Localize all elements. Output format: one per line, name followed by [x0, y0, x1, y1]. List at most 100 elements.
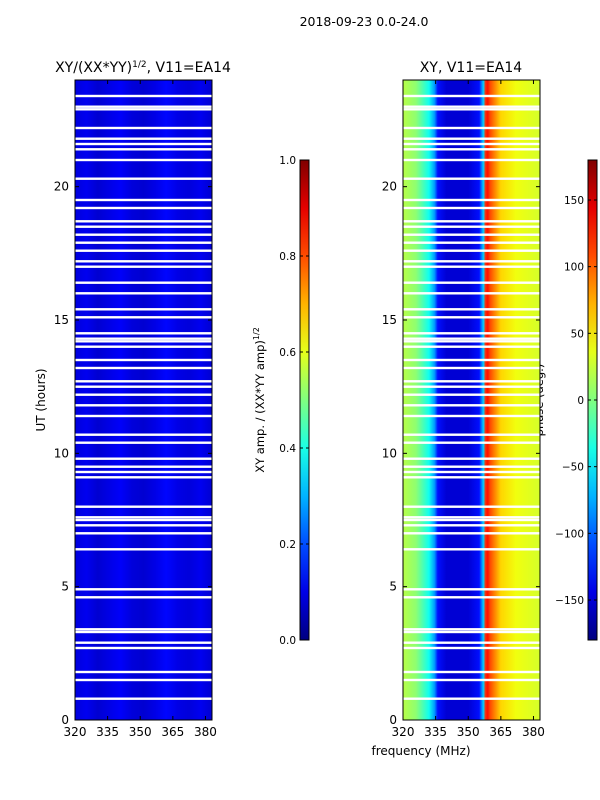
phase-panel-flagged-row: [403, 337, 540, 340]
amp-panel-ytick-label: 5: [61, 580, 69, 594]
phase-panel-flagged-row: [403, 548, 540, 551]
amp-panel-flagged-row: [75, 108, 212, 111]
phase-panel-flagged-row: [403, 414, 540, 418]
amp-colorbar-bar: [299, 159, 310, 641]
amp-panel-flagged-row: [75, 628, 212, 631]
phase-colorbar-tick-label: 0: [577, 395, 584, 407]
phase-panel-flagged-row: [403, 457, 540, 460]
phase-panel-flagged-row: [403, 646, 540, 650]
amp-panel-flagged-row: [75, 646, 212, 650]
phase-panel-flagged-row: [403, 332, 540, 335]
cb-amp-label-sup: 1/2: [252, 327, 261, 340]
amp-colorbar-tick-label: 0.2: [279, 539, 296, 551]
phase-panel-flagged-row: [403, 385, 540, 388]
phase-colorbar-tick-label: −150: [555, 595, 584, 607]
phase-panel-flagged-row: [403, 358, 540, 362]
phase-panel-flagged-row: [403, 628, 540, 631]
amp-panel-flagged-row: [75, 596, 212, 599]
amp-panel-flagged-row: [75, 366, 212, 370]
amp-panel-flagged-row: [75, 265, 212, 268]
phase-panel-flagged-row: [403, 470, 540, 474]
left-title-main: XY/(XX*YY): [55, 60, 132, 76]
phase-panel-flagged-row: [403, 380, 540, 383]
amp-panel-flagged-row: [75, 505, 212, 508]
amp-panel-flagged-row: [75, 340, 212, 343]
x-axis-label: frequency (MHz): [371, 744, 470, 758]
phase-panel-flagged-row: [403, 292, 540, 295]
phase-panel-flagged-row: [403, 158, 540, 162]
phase-panel-flagged-row: [403, 596, 540, 599]
amp-panel-flagged-row: [75, 393, 212, 396]
amp-panel-flagged-row: [75, 337, 212, 340]
phase-panel-ytick-label: 10: [382, 446, 397, 460]
amp-panel-flagged-row: [75, 177, 212, 180]
phase-panel-flagged-row: [403, 308, 540, 311]
amp-panel-flagged-row: [75, 126, 212, 130]
amp-panel-flagged-row: [75, 516, 212, 519]
phase-panel-flagged-row: [403, 505, 540, 508]
phase-panel-xtick-label: 350: [457, 725, 480, 739]
right-panel-title: XY, V11=EA14: [420, 60, 522, 76]
amp-colorbar-tick-label: 0.4: [279, 443, 296, 455]
amp-panel-flagged-row: [75, 358, 212, 362]
amp-panel-flagged-row: [75, 380, 212, 383]
amp-panel-flagged-row: [75, 441, 212, 444]
phase-panel-flagged-row: [403, 241, 540, 244]
phase-colorbar-tick-label: −50: [562, 462, 584, 474]
phase-panel-flagged-row: [403, 404, 540, 407]
phase-panel-flagged-row: [403, 588, 540, 591]
left-y-axis-label: UT (hours): [34, 368, 48, 431]
phase-panel-flagged-row: [403, 177, 540, 180]
amp-colorbar-tick-label: 0.6: [279, 347, 296, 359]
amp-panel-flagged-row: [75, 548, 212, 551]
amp-panel-xtick-label: 350: [129, 725, 152, 739]
amp-panel-flagged-row: [75, 148, 212, 151]
amp-panel-flagged-row: [75, 281, 212, 284]
amp-panel-flagged-row: [75, 678, 212, 682]
phase-panel-flagged-row: [403, 148, 540, 151]
amp-panel-flagged-row: [75, 532, 212, 535]
phase-panel-flagged-row: [403, 345, 540, 348]
phase-panel-flagged-row: [403, 465, 540, 468]
amp-panel-flagged-row: [75, 158, 212, 162]
phase-panel-flagged-row: [403, 641, 540, 644]
amp-panel-flagged-row: [75, 137, 212, 140]
phase-colorbar-tick-label: 50: [571, 328, 584, 340]
phase-panel-flagged-row: [403, 524, 540, 527]
amp-panel-flagged-row: [75, 385, 212, 388]
phase-panel-flagged-row: [403, 518, 540, 522]
amp-colorbar-tick-label: 0.8: [279, 251, 296, 263]
phase-panel-flagged-row: [403, 220, 540, 223]
phase-panel-ytick-label: 20: [382, 180, 397, 194]
phase-panel-flagged-row: [403, 441, 540, 444]
amp-panel-flagged-row: [75, 433, 212, 436]
phase-panel-flagged-row: [403, 670, 540, 674]
phase-panel-flagged-row: [403, 433, 540, 436]
phase-panel-flagged-row: [403, 281, 540, 284]
amp-panel-flagged-row: [75, 241, 212, 244]
phase-panel-heatmap: [403, 80, 540, 720]
amp-panel-flagged-row: [75, 316, 212, 319]
amp-panel-frame: [74, 79, 213, 721]
phase-panel-xtick-label: 335: [424, 725, 447, 739]
phase-panel-flagged-row: [403, 340, 540, 343]
amp-panel-flagged-row: [75, 332, 212, 335]
amp-panel-flagged-row: [75, 524, 212, 527]
phase-panel-ytick-label: 5: [389, 580, 397, 594]
amp-panel-flagged-row: [75, 476, 212, 479]
colorbar-amp-label: XY amp. / (XX*YY amp)1/2: [252, 327, 267, 473]
amp-panel-flagged-row: [75, 697, 212, 700]
amp-colorbar-tick-label: 1.0: [279, 155, 296, 167]
amp-panel-xtick-label: 380: [194, 725, 217, 739]
left-panel-title: XY/(XX*YY)1/2, V11=EA14: [55, 60, 231, 76]
amp-panel-flagged-row: [75, 670, 212, 674]
amp-panel-flagged-row: [75, 470, 212, 474]
amp-panel-flagged-row: [75, 142, 212, 146]
phase-panel-flagged-row: [403, 476, 540, 479]
left-title-sup: 1/2: [132, 60, 146, 70]
amp-panel-flagged-row: [75, 518, 212, 522]
amp-panel-xtick-label: 335: [96, 725, 119, 739]
phase-colorbar-tick-label: 150: [564, 195, 584, 207]
amp-panel-flagged-row: [75, 641, 212, 644]
